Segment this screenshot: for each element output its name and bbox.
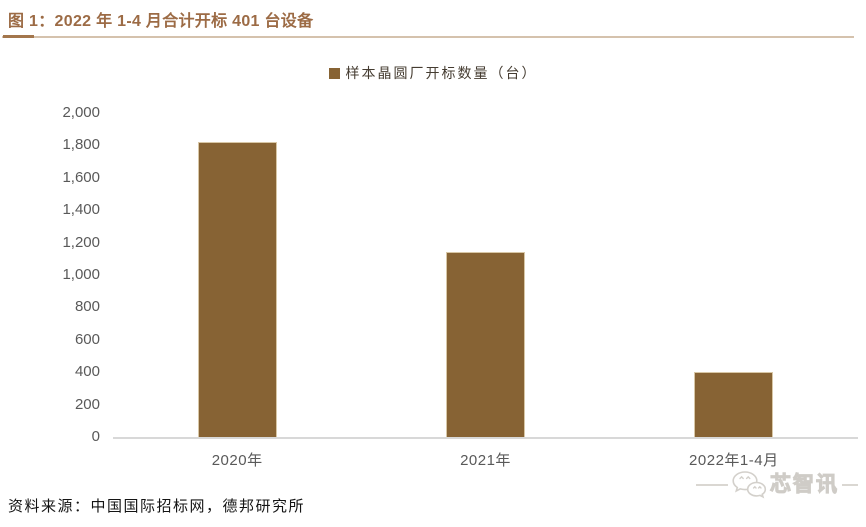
bar-2022年1-4月 (694, 372, 774, 437)
title-divider (2, 35, 854, 38)
legend-label: 样本晶圆厂开标数量（台） (345, 67, 538, 82)
bar-2021年 (446, 251, 525, 437)
wechat-bubbles-icon (732, 471, 767, 499)
watermark-text: 芯智讯 (770, 473, 839, 497)
x-axis-label: 2022年1-4月 (689, 452, 779, 469)
y-tick-label: 400 (74, 363, 100, 381)
watermark: 芯智讯 (696, 468, 866, 502)
y-tick-label: 1,200 (62, 233, 100, 251)
watermark-line-right (842, 484, 858, 486)
bar-2020年 (197, 142, 277, 437)
y-tick-label: 1,000 (62, 266, 100, 283)
y-tick-label: 1,600 (62, 168, 100, 186)
y-tick-label: 1,800 (62, 136, 100, 154)
chart-legend: 样本晶圆厂开标数量（台） (0, 63, 866, 83)
y-tick-label: 2,000 (62, 104, 100, 121)
x-axis-line (113, 437, 858, 439)
watermark-line-left (696, 484, 728, 486)
y-tick-label: 800 (74, 298, 100, 316)
y-tick-label: 600 (74, 330, 100, 348)
title-divider-accent (3, 35, 34, 38)
y-tick-label: 200 (74, 395, 100, 413)
x-axis-label: 2021年 (460, 452, 511, 469)
y-tick-label: 1,400 (62, 201, 100, 219)
figure-title: 图 1：2022 年 1-4 月合计开标 401 台设备 (8, 13, 314, 30)
y-tick-label: 0 (91, 428, 100, 445)
legend-swatch (328, 67, 340, 79)
x-axis-label: 2020年 (211, 452, 263, 469)
source-note: 资料来源：中国国际招标网，德邦研究所 (8, 499, 306, 515)
